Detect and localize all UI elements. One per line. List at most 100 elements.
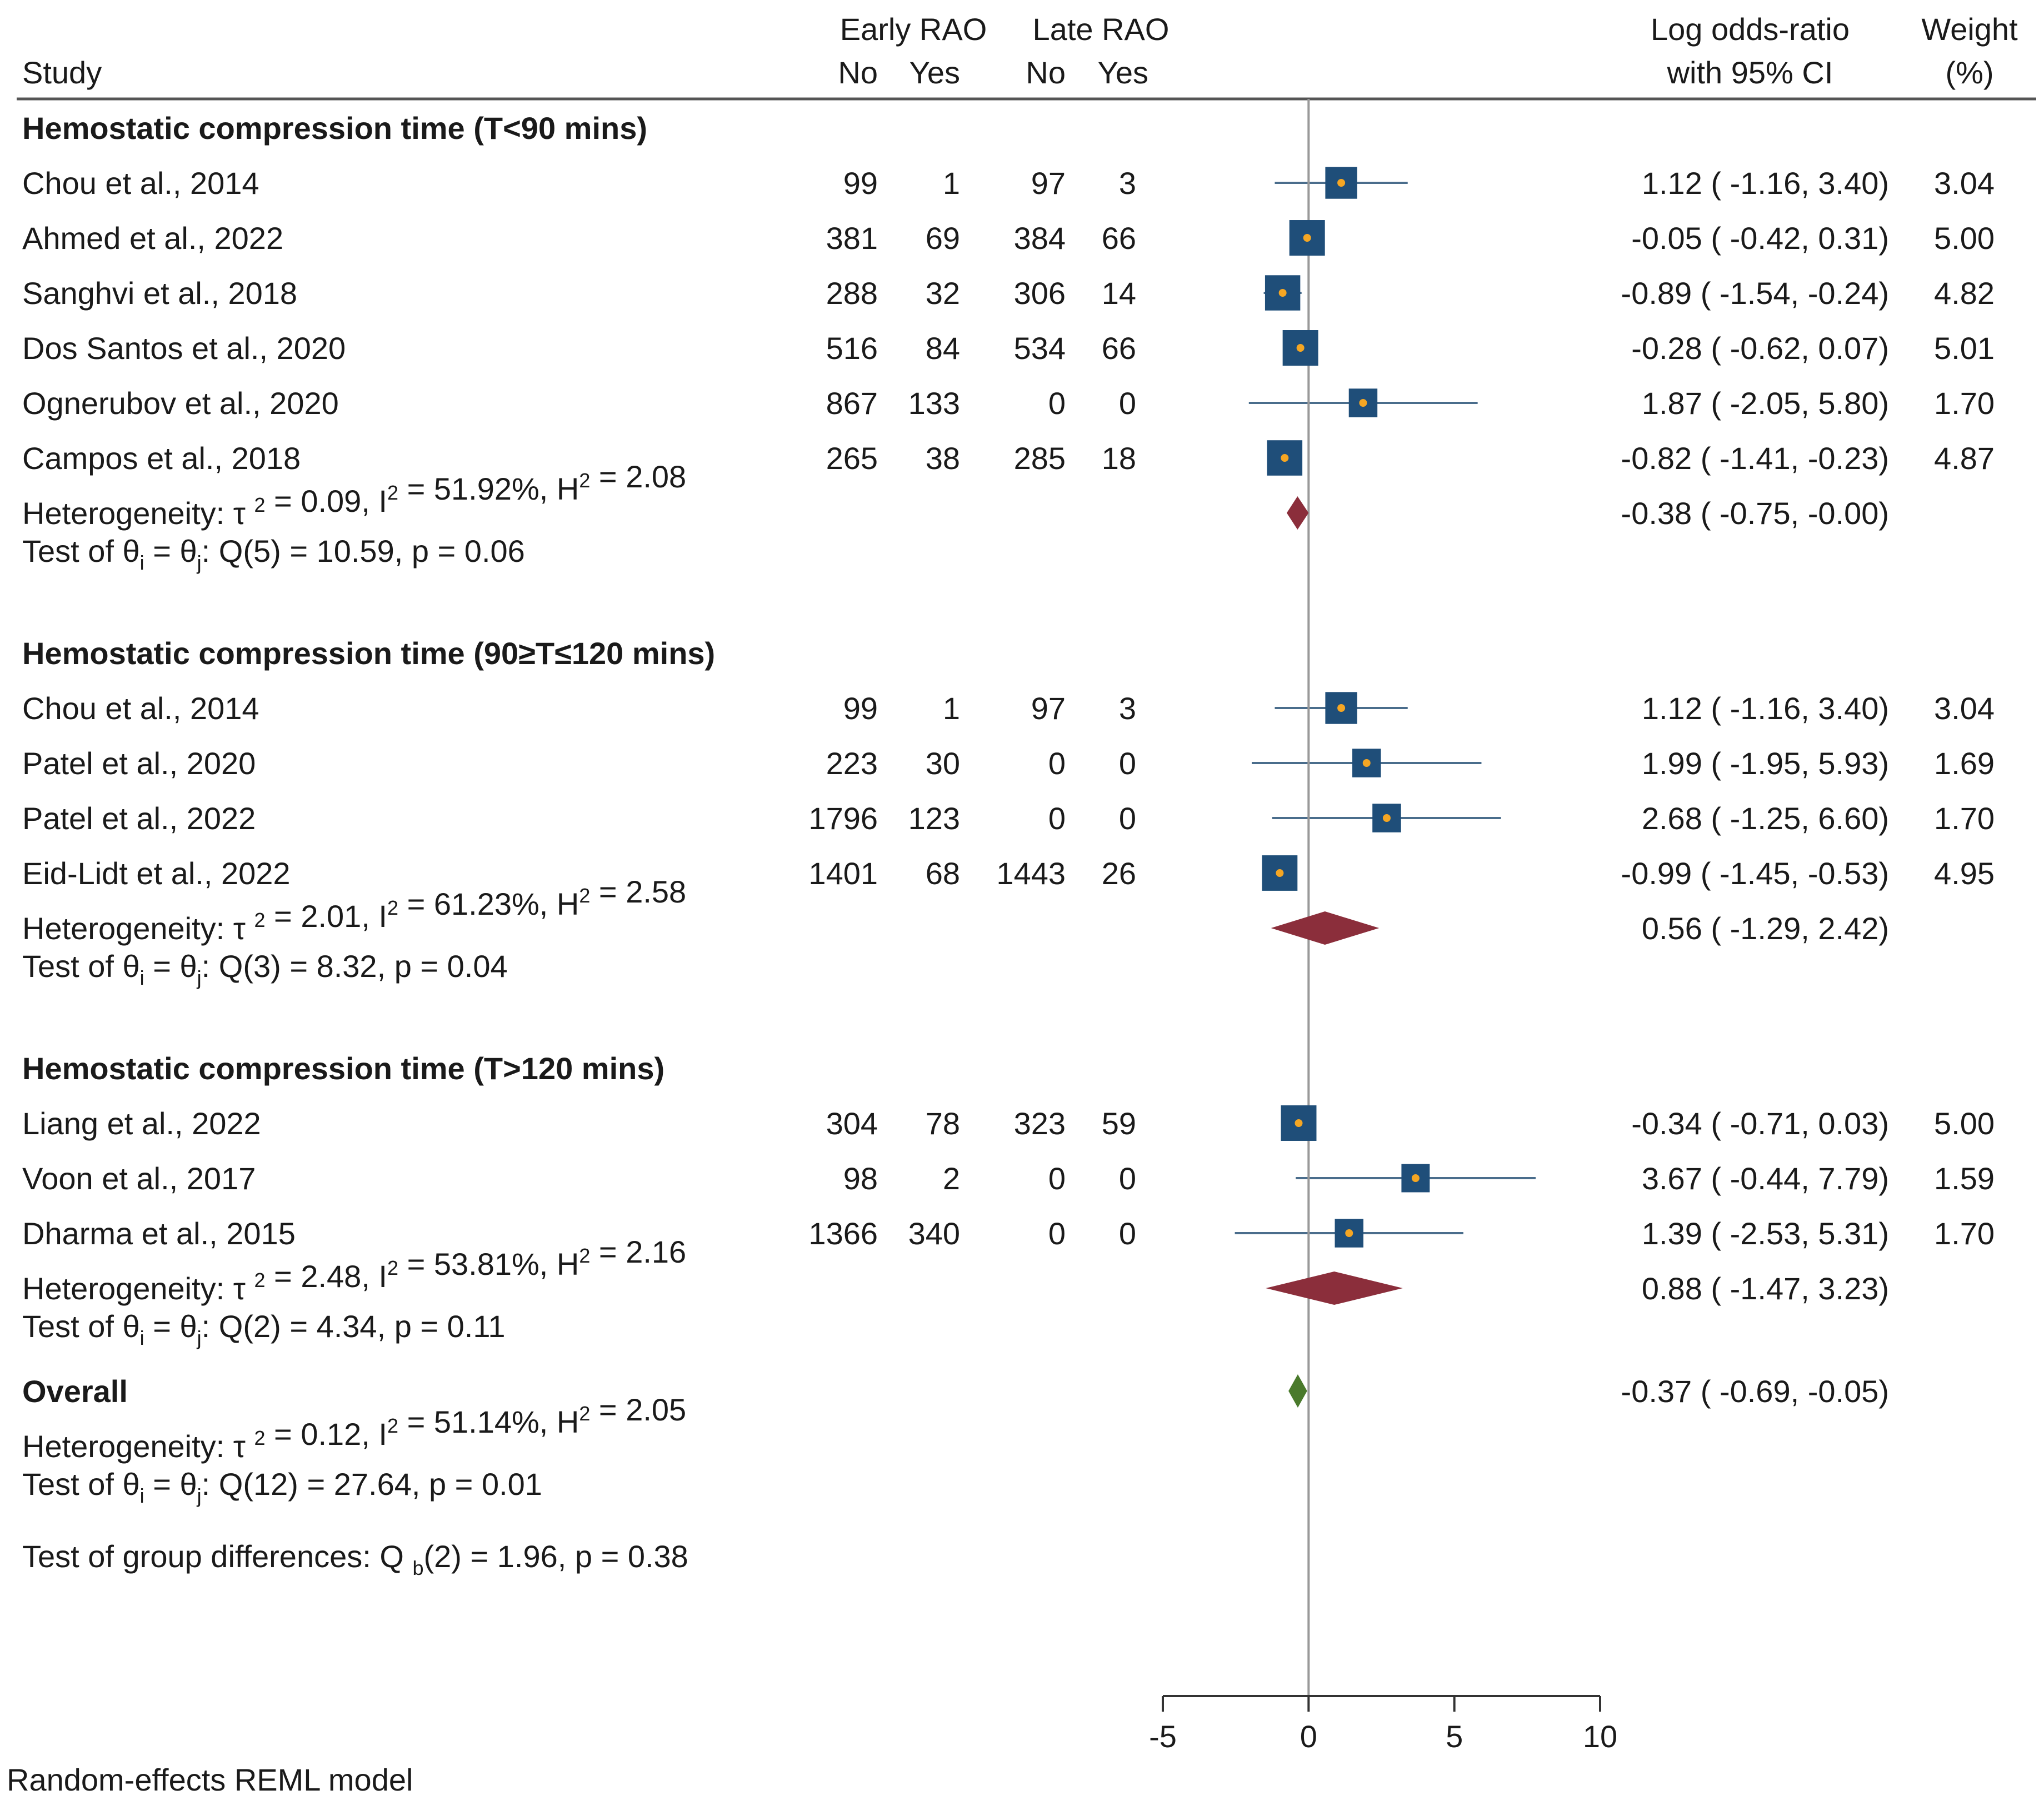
summary-ci-text-1: 0.56 ( -1.29, 2.42) — [1642, 911, 1889, 946]
superscript: 2 — [387, 896, 398, 919]
text-run: = 2.05 — [590, 1392, 686, 1427]
plot-text-layer: Early RAO Late RAO Study No Yes No Yes Log odds… — [7, 12, 2018, 1797]
plot-marks-layer — [1262, 167, 1430, 1408]
study-point-g2-s2 — [1345, 1229, 1353, 1237]
text-run: : Q(5) = 10.59, p = 0.06 — [202, 533, 525, 569]
early-no-g1-s1: 223 — [826, 746, 878, 781]
ci-text-g1-s1: 1.99 ( -1.95, 5.93) — [1642, 746, 1889, 781]
text-run: = θ — [144, 1467, 197, 1502]
text-run: (2) = 1.96, p = 0.38 — [424, 1539, 688, 1574]
header-early-rao: Early RAO — [840, 12, 987, 47]
early-yes-g2-s1: 2 — [943, 1161, 960, 1196]
ci-text-g2-s1: 3.67 ( -0.44, 7.79) — [1642, 1161, 1889, 1196]
superscript: 2 — [254, 1269, 265, 1292]
study-point-g1-s0 — [1337, 704, 1346, 712]
text-run: Test of θ — [22, 1309, 140, 1344]
early-yes-g2-s0: 78 — [926, 1106, 960, 1141]
study-name-g2-s1: Voon et al., 2017 — [22, 1161, 256, 1196]
weight-g1-s0: 3.04 — [1934, 691, 1995, 726]
ci-text-g0-s2: -0.89 ( -1.54, -0.24) — [1621, 276, 1889, 311]
early-yes-g1-s3: 68 — [926, 856, 960, 891]
early-yes-g0-s0: 1 — [943, 166, 960, 201]
superscript: 2 — [387, 481, 398, 504]
text-run: Test of θ — [22, 533, 140, 569]
late-yes-g2-s0: 59 — [1102, 1106, 1136, 1141]
x-tick-label-3: 10 — [1583, 1719, 1617, 1754]
text-run: = θ — [144, 1309, 197, 1344]
ci-text-g0-s1: -0.05 ( -0.42, 0.31) — [1631, 221, 1889, 256]
header-study: Study — [22, 55, 102, 90]
header-late-no: No — [1026, 55, 1066, 90]
text-run: = 2.16 — [590, 1234, 686, 1269]
group-differences-text: Test of group differences: Q b(2) = 1.96… — [22, 1539, 688, 1579]
study-name-g2-s2: Dharma et al., 2015 — [22, 1216, 296, 1251]
late-no-g2-s0: 323 — [1014, 1106, 1066, 1141]
early-no-g1-s2: 1796 — [808, 801, 878, 836]
overall-diamond — [1288, 1374, 1307, 1408]
late-yes-g0-s5: 18 — [1102, 441, 1136, 476]
text-run: = 51.14%, H — [398, 1404, 579, 1439]
subgroup-diamond-1 — [1271, 911, 1380, 945]
early-yes-g0-s3: 84 — [926, 331, 960, 366]
study-name-g0-s3: Dos Santos et al., 2020 — [22, 331, 346, 366]
study-point-g0-s5 — [1281, 454, 1289, 462]
summary-ci-text-2: 0.88 ( -1.47, 3.23) — [1642, 1271, 1889, 1306]
overall-label: Overall — [22, 1374, 128, 1409]
header-weight-line1: Weight — [1921, 12, 2018, 47]
ci-text-g0-s4: 1.87 ( -2.05, 5.80) — [1642, 386, 1889, 421]
text-run: = 2.01, I — [266, 899, 388, 934]
text-run: = θ — [144, 533, 197, 569]
late-yes-g1-s0: 3 — [1119, 691, 1136, 726]
subscript: j — [197, 966, 202, 989]
weight-g0-s5: 4.87 — [1934, 441, 1995, 476]
subscript: i — [140, 1327, 144, 1349]
late-no-g1-s0: 97 — [1031, 691, 1066, 726]
ci-text-g0-s5: -0.82 ( -1.41, -0.23) — [1621, 441, 1889, 476]
superscript: 2 — [579, 1402, 590, 1425]
text-run: = 61.23%, H — [398, 886, 579, 921]
study-name-g0-s0: Chou et al., 2014 — [22, 166, 259, 201]
early-no-g2-s1: 98 — [843, 1161, 878, 1196]
early-yes-g0-s5: 38 — [926, 441, 960, 476]
header-late-yes: Yes — [1098, 55, 1148, 90]
early-yes-g1-s0: 1 — [943, 691, 960, 726]
study-point-g1-s2 — [1382, 814, 1391, 822]
test-text-1: Test of θi = θj: Q(3) = 8.32, p = 0.04 — [22, 949, 508, 989]
superscript: 2 — [254, 1427, 265, 1449]
text-run: Test of θ — [22, 1467, 140, 1502]
early-yes-g1-s2: 123 — [908, 801, 960, 836]
late-yes-g0-s4: 0 — [1119, 386, 1136, 421]
late-no-g1-s3: 1443 — [996, 856, 1066, 891]
subscript: b — [412, 1557, 423, 1579]
heterogeneity-text-2: Heterogeneity: τ 2 = 2.48, I2 = 53.81%, … — [22, 1234, 686, 1306]
study-name-g1-s3: Eid-Lidt et al., 2022 — [22, 856, 291, 891]
late-no-g0-s2: 306 — [1014, 276, 1066, 311]
late-no-g0-s3: 534 — [1014, 331, 1066, 366]
study-point-g0-s0 — [1337, 179, 1346, 187]
header-weight-line2: (%) — [1945, 55, 1993, 90]
late-yes-g2-s1: 0 — [1119, 1161, 1136, 1196]
weight-g2-s1: 1.59 — [1934, 1161, 1995, 1196]
study-name-g0-s1: Ahmed et al., 2022 — [22, 221, 283, 256]
ci-text-g0-s3: -0.28 ( -0.62, 0.07) — [1631, 331, 1889, 366]
text-run: = 0.12, I — [266, 1417, 388, 1452]
early-no-g0-s3: 516 — [826, 331, 878, 366]
study-point-g0-s2 — [1278, 289, 1287, 297]
summary-ci-text-0: -0.38 ( -0.75, -0.00) — [1621, 496, 1889, 531]
early-no-g0-s1: 381 — [826, 221, 878, 256]
late-yes-g2-s2: 0 — [1119, 1216, 1136, 1251]
early-no-g0-s2: 288 — [826, 276, 878, 311]
late-yes-g0-s3: 66 — [1102, 331, 1136, 366]
subscript: i — [140, 551, 144, 574]
early-yes-g0-s1: 69 — [926, 221, 960, 256]
late-yes-g0-s1: 66 — [1102, 221, 1136, 256]
late-no-g0-s5: 285 — [1014, 441, 1066, 476]
late-no-g0-s0: 97 — [1031, 166, 1066, 201]
text-run: : Q(3) = 8.32, p = 0.04 — [202, 949, 508, 984]
text-run: Test of group differences: Q — [22, 1539, 412, 1574]
text-run: = 2.48, I — [266, 1259, 388, 1294]
early-yes-g0-s2: 32 — [926, 276, 960, 311]
weight-g1-s3: 4.95 — [1934, 856, 1995, 891]
late-no-g1-s2: 0 — [1048, 801, 1066, 836]
subscript: j — [197, 1484, 202, 1507]
